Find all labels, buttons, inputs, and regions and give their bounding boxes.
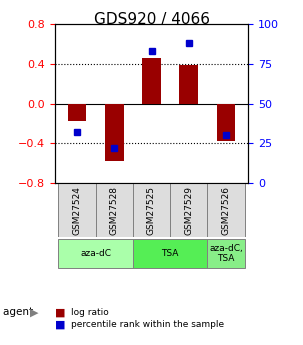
Text: ▶: ▶ xyxy=(30,307,39,317)
FancyBboxPatch shape xyxy=(58,239,133,267)
Text: ■: ■ xyxy=(55,319,65,329)
Text: GSM27529: GSM27529 xyxy=(184,186,193,235)
Text: GSM27526: GSM27526 xyxy=(221,186,231,235)
Bar xyxy=(179,65,198,104)
FancyBboxPatch shape xyxy=(58,183,95,237)
Text: GSM27528: GSM27528 xyxy=(110,186,119,235)
FancyBboxPatch shape xyxy=(208,183,245,237)
Text: agent: agent xyxy=(3,307,36,317)
FancyBboxPatch shape xyxy=(133,239,208,267)
FancyBboxPatch shape xyxy=(95,183,133,237)
Text: aza-dC,
TSA: aza-dC, TSA xyxy=(209,244,243,263)
Bar xyxy=(142,58,161,104)
FancyBboxPatch shape xyxy=(133,183,170,237)
Text: TSA: TSA xyxy=(161,249,179,258)
Text: percentile rank within the sample: percentile rank within the sample xyxy=(71,320,224,329)
Text: GSM27525: GSM27525 xyxy=(147,186,156,235)
Bar xyxy=(68,104,86,121)
Text: ■: ■ xyxy=(55,307,65,317)
Text: GSM27524: GSM27524 xyxy=(72,186,82,235)
Bar xyxy=(105,104,124,161)
Text: GDS920 / 4066: GDS920 / 4066 xyxy=(94,12,209,27)
Text: log ratio: log ratio xyxy=(71,308,109,317)
FancyBboxPatch shape xyxy=(208,239,245,267)
Text: aza-dC: aza-dC xyxy=(80,249,111,258)
Bar xyxy=(217,104,235,141)
FancyBboxPatch shape xyxy=(170,183,208,237)
